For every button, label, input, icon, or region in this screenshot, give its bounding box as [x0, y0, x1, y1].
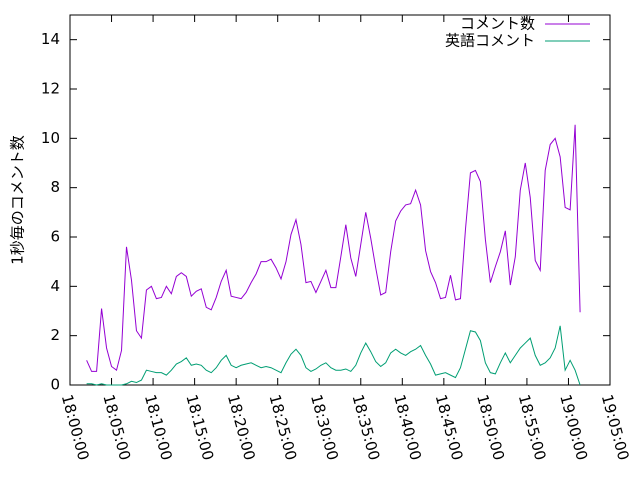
x-tick-label: 18:25:00 [265, 393, 300, 463]
x-tick-label: 18:45:00 [432, 393, 467, 463]
x-tick-label: 18:30:00 [307, 393, 342, 463]
y-tick-label: 4 [50, 277, 60, 295]
y-tick-label: 14 [41, 30, 60, 48]
x-tick-label: 18:05:00 [99, 393, 134, 463]
y-tick-label: 6 [50, 228, 60, 246]
x-tick-label: 19:00:00 [556, 393, 591, 463]
plot-border [69, 14, 611, 386]
x-tick-label: 18:20:00 [224, 393, 259, 463]
legend-label: コメント数 [460, 15, 535, 33]
x-tick-label: 18:10:00 [141, 393, 176, 463]
y-tick-label: 2 [50, 326, 60, 344]
x-tick-label: 18:50:00 [473, 393, 508, 463]
x-tick-label: 18:00:00 [58, 393, 93, 463]
x-tick-label: 18:40:00 [390, 393, 425, 463]
legend-label: 英語コメント [445, 32, 535, 50]
x-tick-label: 19:05:00 [598, 393, 633, 463]
y-tick-label: 10 [41, 129, 60, 147]
y-tick-label: 8 [50, 178, 60, 196]
y-axis-label: 1秒毎のコメント数 [9, 135, 27, 265]
y-tick-label: 12 [41, 80, 60, 98]
x-tick-label: 18:35:00 [349, 393, 384, 463]
series-line [86, 124, 581, 372]
x-tick-label: 18:15:00 [182, 393, 217, 463]
y-tick-label: 0 [50, 376, 60, 394]
x-tick-label: 18:55:00 [515, 393, 550, 463]
series-line [86, 325, 581, 386]
